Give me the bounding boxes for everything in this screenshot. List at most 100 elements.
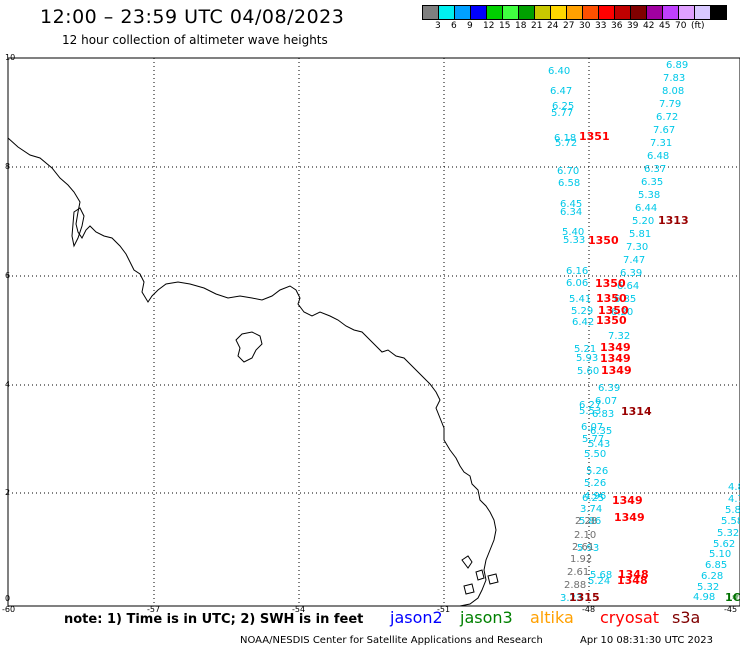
wave-height-label: 5.58 xyxy=(721,516,740,527)
color-scale-label: 36 xyxy=(611,21,623,31)
wave-height-label: 1349 xyxy=(601,364,632,377)
wave-height-label: 6.58 xyxy=(558,178,580,189)
wave-height-label: 6.18 xyxy=(554,133,576,144)
legend-s3a: s3a xyxy=(672,608,701,627)
page-title: 12:00 – 23:59 UTC 04/08/2023 xyxy=(40,6,345,28)
wave-height-label: 6.34 xyxy=(560,207,582,218)
wave-height-label: 5.32 xyxy=(697,582,719,593)
wave-height-label: 6.07 xyxy=(595,396,617,407)
wave-height-label: 6.07 xyxy=(581,422,603,433)
wave-height-label: 5.77 xyxy=(551,108,573,119)
wave-height-label: 5.20 xyxy=(632,216,654,227)
wave-height-label: 5.50 xyxy=(584,449,606,460)
wave-height-label: 5.40 xyxy=(562,227,584,238)
wave-height-label: 7.79 xyxy=(659,99,681,110)
wave-height-label: 6.44 xyxy=(635,203,657,214)
wave-height-label: 7.67 xyxy=(653,125,675,136)
graticule xyxy=(8,58,740,606)
wave-height-label: 5.33 xyxy=(563,235,585,246)
wave-height-label: 1.92 xyxy=(570,554,592,565)
x-tick-label: -60 xyxy=(2,605,15,614)
wave-height-label: 2.10 xyxy=(574,530,596,541)
color-scale-label: 70 xyxy=(675,21,687,31)
wave-height-label: 7.83 xyxy=(663,73,685,84)
color-scale-label: 39 xyxy=(627,21,639,31)
color-scale-label: 6 xyxy=(451,21,457,31)
wave-height-label: 1350 xyxy=(595,277,626,290)
wave-height-label: 5.43 xyxy=(588,439,610,450)
wave-height-label: 3.23 xyxy=(560,593,582,604)
wave-height-label: 6.40 xyxy=(548,66,570,77)
wave-height-label: 8.08 xyxy=(662,86,684,97)
color-scale-label: 27 xyxy=(563,21,575,31)
color-swatch xyxy=(710,5,727,20)
color-scale-label: 30 xyxy=(579,21,591,31)
wave-height-label: 5.29 xyxy=(571,306,593,317)
wave-height-label: 5.68 xyxy=(590,570,612,581)
wave-height-label: 5.72 xyxy=(555,138,577,149)
color-scale-label: 33 xyxy=(595,21,607,31)
color-scale-label: 18 xyxy=(515,21,527,31)
wave-height-label: 6.35 xyxy=(590,426,612,437)
wave-height-label: 1349 xyxy=(600,341,631,354)
x-tick-label: -51 xyxy=(437,605,450,614)
wave-height-label: 6.47 xyxy=(550,86,572,97)
legend-altika: altika xyxy=(530,608,574,627)
legend-jason2: jason2 xyxy=(390,608,443,627)
wave-height-label: 3.74 xyxy=(580,504,602,515)
south-america-coastline xyxy=(7,137,497,607)
x-tick-label: -57 xyxy=(147,605,160,614)
wave-height-label: 6.39 xyxy=(598,383,620,394)
credit-line: NOAA/NESDIS Center for Satellite Applica… xyxy=(240,635,543,646)
wave-height-label: 1349 xyxy=(600,352,631,365)
wave-height-label: 6.25 xyxy=(552,101,574,112)
observation-labels: 6.89 7.83 8.08 7.79 6.72 7.67 7.31 6.48 6.37 6.35… xyxy=(548,60,740,604)
wave-height-label: 5.26 xyxy=(584,478,606,489)
wave-height-label: 5.32 xyxy=(717,528,739,539)
wave-height-label: 6.27 xyxy=(579,400,601,411)
footnote: note: 1) Time is in UTC; 2) SWH is in fe… xyxy=(64,612,364,627)
wave-height-label: 6.85 xyxy=(705,560,727,571)
wave-height-label: 1350 xyxy=(596,314,627,327)
color-scale-label: 24 xyxy=(547,21,559,31)
map-frame xyxy=(7,57,740,607)
wave-height-label: 6.16 xyxy=(566,266,588,277)
wave-height-label: 6.70 xyxy=(557,166,579,177)
wave-height-label: 5.26 xyxy=(586,466,608,477)
wave-height-label: 2.88 xyxy=(564,580,586,591)
wave-height-label: 5.21 xyxy=(574,344,596,355)
color-scale-label: 21 xyxy=(531,21,543,31)
wave-height-label: 6.72 xyxy=(656,112,678,123)
wave-height-label: 1€ xyxy=(725,591,740,604)
y-tick-label: 0 xyxy=(5,594,10,603)
wave-height-label: 1348 xyxy=(617,574,648,587)
wave-height-label: 6.48 xyxy=(647,151,669,162)
wave-height-label: 5.93 xyxy=(577,543,599,554)
wave-height-label: 1349 xyxy=(614,511,645,524)
color-scale-label: 3 xyxy=(435,21,441,31)
wave-height-label: 6.20 xyxy=(611,307,633,318)
wave-height-label: 6.45 xyxy=(560,199,582,210)
color-scale-label: (ft) xyxy=(691,21,705,31)
wave-height-label: 5.80 xyxy=(725,505,740,516)
wave-height-label: 5.24 xyxy=(588,576,610,587)
wave-height-label: 1315 xyxy=(569,591,600,604)
y-tick-label: 2 xyxy=(5,488,10,497)
wave-height-label: 6.25 xyxy=(582,493,604,504)
wave-height-label: 6.37 xyxy=(644,164,666,175)
wave-height-label: 5.60 xyxy=(577,366,599,377)
wave-height-label: 1350 xyxy=(598,304,629,317)
wave-height-label: 6.42 xyxy=(572,317,594,328)
wave-height-label: 5.86 xyxy=(579,516,601,527)
wave-height-label: 7.32 xyxy=(608,331,630,342)
timestamp: Apr 10 08:31:30 UTC 2023 xyxy=(580,635,713,646)
color-scale-label: 15 xyxy=(499,21,511,31)
wave-height-label: 4.86 xyxy=(728,482,740,493)
wave-height-label: 6.64 xyxy=(617,281,639,292)
wave-height-label: 6.39 xyxy=(620,268,642,279)
page-subtitle: 12 hour collection of altimeter wave hei… xyxy=(62,33,328,47)
color-scale-label: 9 xyxy=(467,21,473,31)
wave-height-label: 7.30 xyxy=(626,242,648,253)
wave-height-label: 5.10 xyxy=(709,549,731,560)
